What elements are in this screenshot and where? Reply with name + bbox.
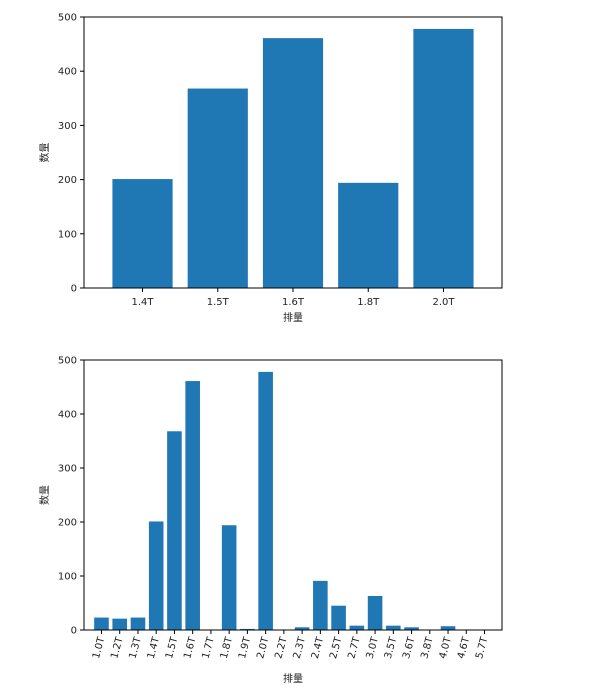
x-tick-label: 1.6T [182,635,199,660]
bar-1.4T [112,179,173,288]
x-tick-label: 3.6T [401,635,418,660]
bar-1.3T [130,617,146,630]
bar-1.0T [94,617,109,630]
y-tick-label: 200 [58,175,77,186]
y-tick-label: 400 [58,410,77,421]
y-tick-label: 300 [58,464,77,475]
x-tick-label: 5.7T [474,635,491,660]
x-tick-label: 1.5T [207,297,230,308]
x-tick-label: 1.6T [282,297,305,308]
bar-1.2T [112,618,128,630]
x-axis-label: 排量 [283,672,303,685]
y-axis-label: 数量 [38,143,51,163]
bar-2.0T [258,371,273,630]
y-tick-label: 100 [58,572,77,583]
bar-3.0T [367,595,383,630]
x-tick-label: 4.6T [456,635,473,660]
chart-bottom: 0 100 200 300 400 500 1.0T 1.2T 1.3T 1.4T 1.5T 1.6… [38,356,503,685]
bar-series [112,28,474,288]
x-tick-label: 1.8T [219,635,236,660]
chart-top: 0 100 200 300 400 500 1.4T 1.5T 1.6T 1.8T 2.0T 排量… [38,13,503,324]
x-tick-label: 1.8T [357,297,380,308]
x-tick-label: 3.8T [419,635,436,660]
x-tick-label: 2.5T [328,635,345,660]
x-axis-ticks: 1.0T 1.2T 1.3T 1.4T 1.5T 1.6T 1.7T 1.8T 1.9T 2.0T… [91,630,491,660]
x-tick-label: 3.0T [365,635,382,660]
x-tick-label: 2.3T [292,635,309,660]
x-tick-label: 2.4T [310,635,327,660]
bar-series [94,371,456,630]
x-tick-label: 1.9T [237,635,254,660]
x-tick-label: 1.0T [91,635,108,660]
x-tick-label: 2.0T [432,297,455,308]
bar-4.0T [440,626,456,630]
y-tick-label: 500 [58,13,77,24]
y-axis-label: 数量 [38,485,51,505]
y-tick-label: 300 [58,121,77,132]
bar-1.4T [148,521,164,630]
bar-2.7T [349,625,365,630]
x-tick-label: 1.4T [146,635,163,660]
x-tick-label: 1.3T [128,635,145,660]
x-axis-ticks: 1.4T 1.5T 1.6T 1.8T 2.0T [132,288,455,308]
x-tick-label: 2.2T [273,635,290,660]
bar-1.8T [221,525,237,630]
plot-frame [83,359,503,631]
x-tick-label: 2.0T [255,635,272,660]
y-tick-label: 200 [58,518,77,529]
bar-1.5T [187,88,248,288]
bar-2.5T [331,605,346,630]
x-tick-label: 1.2T [109,635,126,660]
bar-3.5T [386,625,401,630]
x-axis-label: 排量 [283,311,303,324]
bar-1.9T [240,628,255,630]
x-tick-label: 1.5T [164,635,181,660]
y-tick-label: 500 [58,356,77,367]
y-tick-label: 0 [71,626,77,637]
x-tick-label: 1.7T [200,635,217,660]
bar-1.5T [167,431,182,630]
x-tick-label: 2.7T [346,635,363,660]
bar-1.8T [338,182,399,288]
bar-2.3T [294,627,310,630]
bar-1.6T [185,381,200,630]
y-tick-label: 100 [58,229,77,240]
bar-2.4T [313,580,328,630]
y-tick-label: 400 [58,67,77,78]
bar-1.6T [262,38,324,288]
bar-3.6T [404,627,419,630]
y-tick-label: 0 [71,284,77,295]
plot-frame [83,16,503,289]
x-tick-label: 4.0T [438,635,455,660]
x-tick-label: 3.5T [383,635,400,660]
y-axis-ticks: 0 100 200 300 400 500 [58,13,84,295]
bar-2.0T [413,28,474,288]
y-axis-ticks: 0 100 200 300 400 500 [58,356,84,637]
x-tick-label: 1.4T [132,297,155,308]
